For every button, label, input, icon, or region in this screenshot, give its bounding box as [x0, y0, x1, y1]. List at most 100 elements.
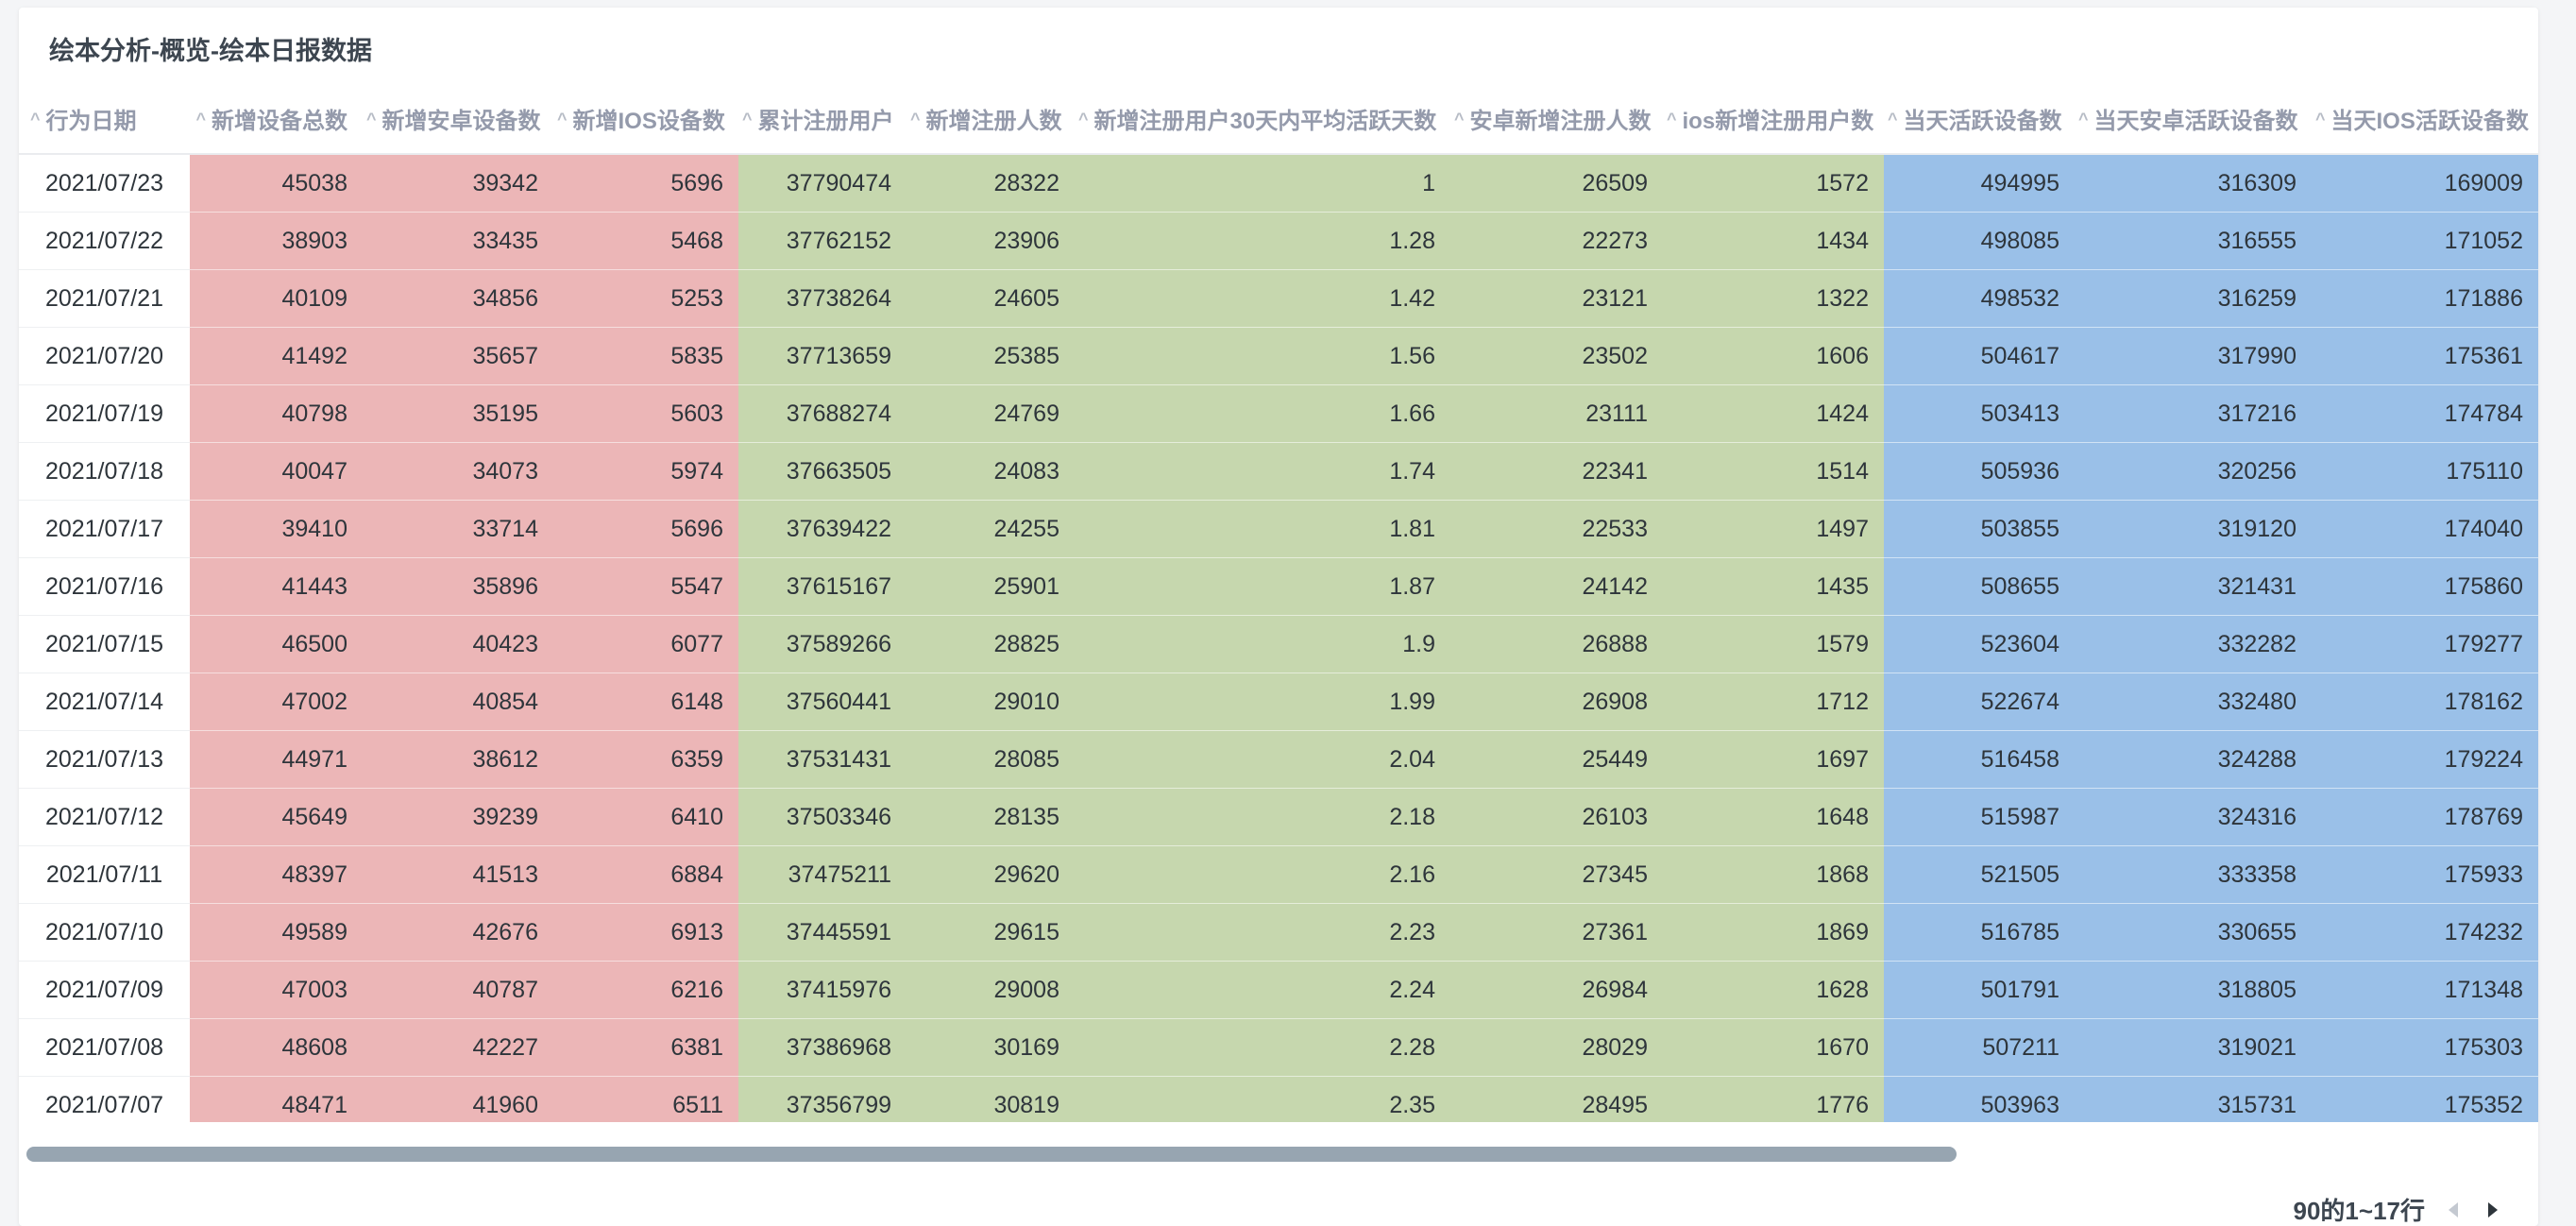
value-cell: 5696	[553, 500, 738, 558]
value-cell: 45649	[190, 788, 363, 846]
value-cell: 24769	[907, 384, 1075, 443]
table-row[interactable]: 2021/07/16 41443 35896 5547 37615167 25901 1.8…	[19, 557, 2538, 616]
next-page-button[interactable]	[2482, 1196, 2504, 1224]
table-row[interactable]: 2021/07/22 38903 33435 5468 37762152 23906 1.2…	[19, 212, 2538, 270]
value-cell: 320256	[2075, 442, 2312, 501]
value-cell: 6216	[553, 961, 738, 1019]
column-header[interactable]: ^ 累计注册用户	[738, 83, 907, 155]
date-cell: 2021/07/11	[19, 845, 190, 904]
date-cell: 2021/07/21	[19, 269, 190, 328]
value-cell: 5696	[553, 154, 738, 213]
column-header[interactable]: ^ 新增注册人数	[907, 83, 1075, 155]
table-row[interactable]: 2021/07/09 47003 40787 6216 37415976 29008 2.2…	[19, 961, 2538, 1019]
value-cell: 22341	[1450, 442, 1663, 501]
table-row[interactable]: 2021/07/11 48397 41513 6884 37475211 29620 2.1…	[19, 845, 2538, 904]
value-cell: 37738264	[738, 269, 907, 328]
value-cell: 22273	[1450, 212, 1663, 270]
value-cell: 175860	[2312, 557, 2538, 616]
value-cell: 29620	[907, 845, 1075, 904]
triangle-left-icon	[2449, 1201, 2458, 1217]
triangle-right-icon	[2488, 1201, 2498, 1217]
caret-up-icon: ^	[910, 109, 921, 128]
value-cell: 37386968	[738, 1018, 907, 1077]
date-cell: 2021/07/22	[19, 212, 190, 270]
value-cell: 40423	[363, 615, 553, 673]
value-cell: 1.28	[1075, 212, 1450, 270]
table-row[interactable]: 2021/07/15 46500 40423 6077 37589266 28825 1.9…	[19, 615, 2538, 673]
horizontal-scrollbar-thumb[interactable]	[26, 1147, 1957, 1162]
value-cell: 42227	[363, 1018, 553, 1077]
horizontal-scrollbar[interactable]	[26, 1147, 2529, 1164]
caret-up-icon: ^	[2315, 109, 2326, 128]
column-header-label: 当天安卓活跃设备数	[2093, 108, 2298, 134]
table-row[interactable]: 2021/07/12 45649 39239 6410 37503346 28135 2.1…	[19, 788, 2538, 846]
column-header[interactable]: ^ 新增注册用户30天内平均活跃天数	[1075, 83, 1450, 155]
value-cell: 37713659	[738, 327, 907, 385]
value-cell: 1868	[1663, 845, 1884, 904]
column-header[interactable]: ^ ios新增注册用户数	[1663, 83, 1884, 155]
table-row[interactable]: 2021/07/21 40109 34856 5253 37738264 24605 1.4…	[19, 269, 2538, 328]
caret-up-icon: ^	[1888, 109, 1898, 128]
column-header[interactable]: ^ 安卓新增注册人数	[1450, 83, 1663, 155]
value-cell: 5974	[553, 442, 738, 501]
value-cell: 26984	[1450, 961, 1663, 1019]
column-header-label: 新增注册用户30天内平均活跃天数	[1093, 108, 1437, 134]
value-cell: 324288	[2075, 730, 2312, 789]
value-cell: 37560441	[738, 673, 907, 731]
column-header[interactable]: ^ 新增设备总数	[190, 83, 363, 155]
column-header[interactable]: ^ 当天IOS活跃设备数	[2312, 83, 2538, 155]
column-header[interactable]: ^ 行为日期	[19, 83, 190, 155]
date-cell: 2021/07/23	[19, 154, 190, 213]
table-row[interactable]: 2021/07/19 40798 35195 5603 37688274 24769 1.6…	[19, 384, 2538, 443]
data-table: ^ 行为日期 ^ 新增设备总数 ^ 新增安卓设备数 ^ 新增IOS设备数 ^ 累计注册用户 ^ 新增注…	[19, 83, 2538, 1122]
value-cell: 24083	[907, 442, 1075, 501]
value-cell: 39410	[190, 500, 363, 558]
caret-up-icon: ^	[1078, 109, 1089, 128]
caret-up-icon: ^	[1667, 109, 1677, 128]
value-cell: 41960	[363, 1076, 553, 1122]
column-header-label: 新增设备总数	[212, 108, 347, 134]
date-cell: 2021/07/14	[19, 673, 190, 731]
table-row[interactable]: 2021/07/14 47002 40854 6148 37560441 29010 1.9…	[19, 673, 2538, 731]
column-header[interactable]: ^ 新增IOS设备数	[553, 83, 738, 155]
value-cell: 1.56	[1075, 327, 1450, 385]
value-cell: 25901	[907, 557, 1075, 616]
previous-page-button[interactable]	[2442, 1196, 2465, 1224]
value-cell: 44971	[190, 730, 363, 789]
value-cell: 35657	[363, 327, 553, 385]
value-cell: 33714	[363, 500, 553, 558]
value-cell: 37415976	[738, 961, 907, 1019]
value-cell: 1.74	[1075, 442, 1450, 501]
value-cell: 171886	[2312, 269, 2538, 328]
table-row[interactable]: 2021/07/18 40047 34073 5974 37663505 24083 1.7…	[19, 442, 2538, 501]
value-cell: 174040	[2312, 500, 2538, 558]
value-cell: 2.28	[1075, 1018, 1450, 1077]
value-cell: 179224	[2312, 730, 2538, 789]
value-cell: 46500	[190, 615, 363, 673]
table-row[interactable]: 2021/07/17 39410 33714 5696 37639422 24255 1.8…	[19, 500, 2538, 558]
value-cell: 23906	[907, 212, 1075, 270]
value-cell: 6410	[553, 788, 738, 846]
table-row[interactable]: 2021/07/08 48608 42227 6381 37386968 30169 2.2…	[19, 1018, 2538, 1077]
column-header-label: 当天活跃设备数	[1903, 108, 2062, 134]
column-header[interactable]: ^ 当天安卓活跃设备数	[2075, 83, 2312, 155]
column-header[interactable]: ^ 新增安卓设备数	[363, 83, 553, 155]
table-row[interactable]: 2021/07/23 45038 39342 5696 37790474 28322 1 26…	[19, 154, 2538, 213]
value-cell: 38903	[190, 212, 363, 270]
value-cell: 24255	[907, 500, 1075, 558]
table-row[interactable]: 2021/07/13 44971 38612 6359 37531431 28085 2.0…	[19, 730, 2538, 789]
column-header-label: 累计注册用户	[757, 108, 894, 134]
value-cell: 521505	[1884, 845, 2075, 904]
value-cell: 2.23	[1075, 903, 1450, 962]
value-cell: 28085	[907, 730, 1075, 789]
table-row[interactable]: 2021/07/07 48471 41960 6511 37356799 30819 2.3…	[19, 1076, 2538, 1122]
column-header[interactable]: ^ 当天活跃设备数	[1884, 83, 2075, 155]
value-cell: 1572	[1663, 154, 1884, 213]
table-row[interactable]: 2021/07/10 49589 42676 6913 37445591 29615 2.2…	[19, 903, 2538, 962]
value-cell: 1.81	[1075, 500, 1450, 558]
value-cell: 169009	[2312, 154, 2538, 213]
table-row[interactable]: 2021/07/20 41492 35657 5835 37713659 25385 1.5…	[19, 327, 2538, 385]
value-cell: 178769	[2312, 788, 2538, 846]
value-cell: 40798	[190, 384, 363, 443]
value-cell: 2.16	[1075, 845, 1450, 904]
